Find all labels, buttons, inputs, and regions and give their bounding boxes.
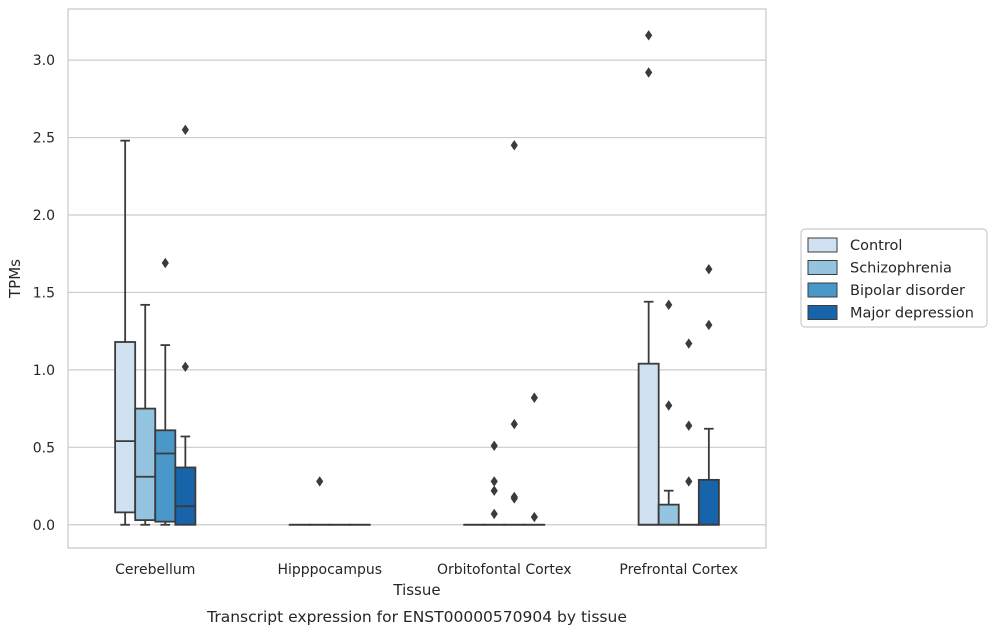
box-iqr bbox=[175, 467, 195, 524]
box-iqr bbox=[155, 430, 175, 521]
box-iqr bbox=[135, 409, 155, 521]
y-tick-label: 1.0 bbox=[33, 363, 55, 379]
x-tick-label: Prefrontal Cortex bbox=[619, 562, 738, 578]
x-tick-label: Orbitofontal Cortex bbox=[437, 562, 572, 578]
legend-swatch bbox=[808, 261, 837, 275]
y-tick-label: 0.0 bbox=[33, 518, 55, 534]
legend-label: Major depression bbox=[850, 306, 974, 322]
box-iqr bbox=[699, 480, 719, 525]
legend: Control Schizophrenia Bipolar disorder Majo… bbox=[801, 229, 987, 327]
box-iqr bbox=[115, 342, 135, 512]
x-tick-label: Cerebellum bbox=[115, 562, 195, 578]
box-iqr bbox=[639, 364, 659, 525]
chart-caption: Transcript expression for ENST0000057090… bbox=[206, 608, 627, 626]
legend-label: Schizophrenia bbox=[850, 261, 952, 277]
x-tick-label: Hipppocampus bbox=[277, 562, 382, 578]
y-tick-label: 2.5 bbox=[33, 131, 55, 147]
y-tick-label: 2.0 bbox=[33, 208, 55, 224]
legend-swatch bbox=[808, 283, 837, 297]
legend-swatch bbox=[808, 306, 837, 320]
y-axis-label: TPMs bbox=[6, 259, 24, 299]
y-tick-label: 1.5 bbox=[33, 285, 55, 301]
y-tick-label: 0.5 bbox=[33, 440, 55, 456]
legend-swatch bbox=[808, 238, 837, 252]
legend-label: Control bbox=[850, 238, 902, 254]
legend-label: Bipolar disorder bbox=[850, 283, 965, 299]
y-tick-label: 3.0 bbox=[33, 53, 55, 69]
x-axis-label: Tissue bbox=[392, 581, 440, 599]
box-iqr bbox=[659, 505, 679, 525]
